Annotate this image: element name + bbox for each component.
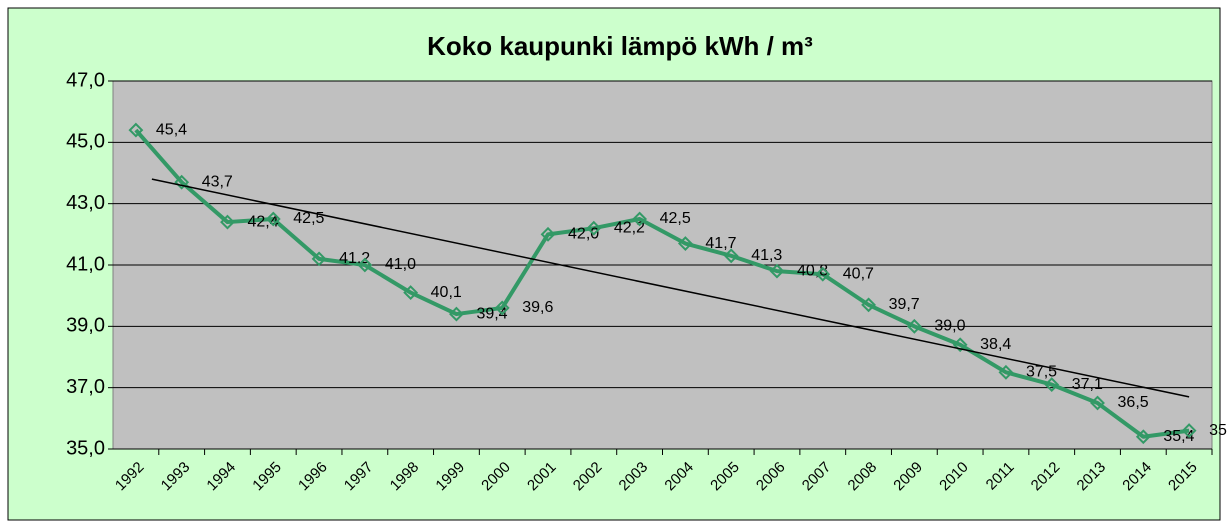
data-label: 40,7 xyxy=(843,265,874,282)
marker xyxy=(906,318,922,334)
data-label: 40,8 xyxy=(797,262,828,279)
y-tick-label: 47,0 xyxy=(66,69,105,91)
marker xyxy=(403,285,419,301)
data-label: 42,4 xyxy=(247,213,278,230)
marker xyxy=(1044,377,1060,393)
data-label: 36,5 xyxy=(1118,394,1149,411)
marker xyxy=(357,257,373,273)
data-label: 42,2 xyxy=(614,219,645,236)
marker xyxy=(1135,429,1151,445)
data-label: 35,4 xyxy=(1163,428,1194,445)
data-label: 35,6 xyxy=(1209,422,1228,439)
marker xyxy=(174,174,190,190)
marker xyxy=(861,297,876,313)
marker xyxy=(632,211,648,227)
data-line xyxy=(134,128,1190,439)
marker xyxy=(998,364,1014,380)
marker xyxy=(1090,395,1105,411)
data-label: 40,1 xyxy=(431,284,462,301)
marker xyxy=(586,220,602,236)
data-label: 39,0 xyxy=(934,318,965,335)
data-label: 42,5 xyxy=(660,210,691,227)
chart-title: Koko kaupunki lämpö kWh / m³ xyxy=(427,31,813,61)
data-label: 43,7 xyxy=(202,173,233,190)
marker xyxy=(769,263,785,279)
marker xyxy=(220,214,235,230)
data-label: 41,0 xyxy=(385,256,416,273)
marker xyxy=(494,300,510,316)
marker xyxy=(677,236,693,251)
y-tick-label: 35,0 xyxy=(66,437,105,459)
marker xyxy=(540,226,556,242)
marker xyxy=(952,337,968,353)
data-label: 39,7 xyxy=(889,296,920,313)
y-tick-label: 37,0 xyxy=(66,376,105,398)
marker xyxy=(265,211,281,227)
y-tick-label: 45,0 xyxy=(66,131,105,153)
y-tick-label: 43,0 xyxy=(66,192,105,214)
data-label: 41,7 xyxy=(705,235,736,252)
data-label: 37,1 xyxy=(1072,376,1103,393)
marker xyxy=(449,306,464,322)
data-label: 42,0 xyxy=(568,226,599,243)
marker xyxy=(311,251,327,267)
y-tick-label: 41,0 xyxy=(66,253,105,275)
marker xyxy=(1181,423,1197,439)
data-label: 39,4 xyxy=(476,305,507,322)
data-label: 39,6 xyxy=(522,299,553,316)
marker xyxy=(815,266,831,282)
trendline xyxy=(151,178,1190,398)
data-label: 45,4 xyxy=(156,121,187,138)
data-label: 38,4 xyxy=(980,336,1011,353)
y-tick-label: 39,0 xyxy=(66,315,105,337)
marker xyxy=(723,248,739,264)
data-label: 41,3 xyxy=(751,247,782,264)
marker xyxy=(128,122,144,138)
data-label: 41,2 xyxy=(339,250,370,267)
